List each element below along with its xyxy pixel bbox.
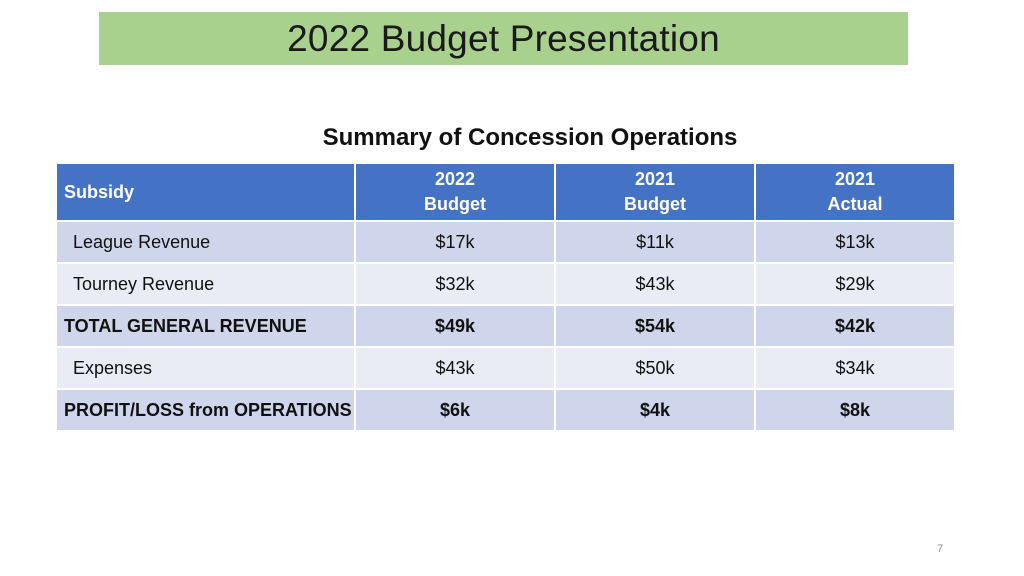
table-row: Expenses $43k $50k $34k [55,346,956,390]
header-line2: Budget [624,194,686,214]
cell-value: $34k [754,346,956,390]
cell-value: $32k [354,262,556,306]
row-label: TOTAL GENERAL REVENUE [55,304,356,348]
header-2021-budget: 2021 Budget [554,162,756,222]
header-2022-budget: 2022 Budget [354,162,556,222]
cell-value: $54k [554,304,756,348]
header-subsidy: Subsidy [55,162,356,222]
cell-value: $6k [354,388,556,432]
header-line1: 2022 [434,169,476,189]
slide-title: 2022 Budget Presentation [287,17,720,59]
table-heading: Summary of Concession Operations [322,124,738,151]
cell-value: $29k [754,262,956,306]
table-row: Tourney Revenue $32k $43k $29k [55,262,956,306]
header-line2: Budget [424,194,486,214]
cell-value: $49k [354,304,556,348]
header-2021-actual: 2021 Actual [754,162,956,222]
summary-table: Subsidy 2022 Budget 2021 Budget 2021 Act… [55,162,956,432]
header-line2: Actual [827,194,883,214]
header-line1: 2021 [834,169,876,189]
title-banner: 2022 Budget Presentation [99,12,908,65]
cell-value: $42k [754,304,956,348]
cell-value: $4k [554,388,756,432]
cell-value: $11k [554,220,756,264]
cell-value: $8k [754,388,956,432]
page-number: 7 [937,543,944,555]
row-label: Tourney Revenue [55,262,356,306]
cell-value: $13k [754,220,956,264]
header-line1: 2021 [634,169,676,189]
table-row: League Revenue $17k $11k $13k [55,220,956,264]
cell-value: $43k [554,262,756,306]
table-header-row: Subsidy 2022 Budget 2021 Budget 2021 Act… [55,162,956,222]
cell-value: $50k [554,346,756,390]
row-label: League Revenue [55,220,356,264]
table-row-profit-loss: PROFIT/LOSS from OPERATIONS $6k $4k $8k [55,388,956,432]
cell-value: $17k [354,220,556,264]
row-label: PROFIT/LOSS from OPERATIONS [55,388,356,432]
table-row-total: TOTAL GENERAL REVENUE $49k $54k $42k [55,304,956,348]
cell-value: $43k [354,346,556,390]
row-label: Expenses [55,346,356,390]
